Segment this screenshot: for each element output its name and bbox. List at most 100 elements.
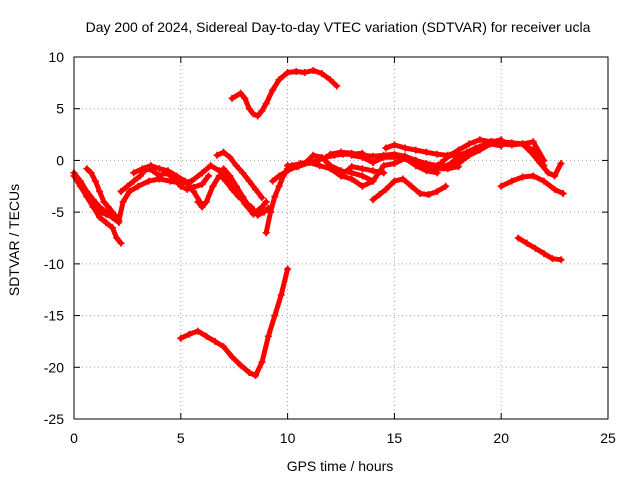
- data-point-marker: [318, 70, 326, 78]
- data-point-marker: [497, 182, 505, 190]
- data-point-marker: [254, 211, 262, 219]
- data-point-marker: [390, 141, 398, 149]
- series-arc-09: [222, 177, 272, 219]
- data-point-marker: [113, 234, 121, 242]
- data-point-marker: [390, 177, 398, 185]
- series-trace: [338, 155, 440, 189]
- data-point-marker: [187, 177, 195, 185]
- data-point-marker: [252, 372, 260, 380]
- data-point-marker: [123, 182, 131, 190]
- data-point-marker: [220, 343, 228, 351]
- data-point-marker: [226, 172, 234, 180]
- data-point-marker: [108, 224, 116, 232]
- data-point-marker: [267, 208, 275, 216]
- y-tick-label: -5: [52, 204, 65, 220]
- data-point-marker: [126, 187, 134, 195]
- data-point-marker: [497, 136, 505, 144]
- data-point-marker: [476, 136, 484, 144]
- data-point-marker: [433, 150, 441, 158]
- data-point-marker: [262, 229, 270, 237]
- data-point-marker: [269, 86, 277, 94]
- x-tick-label: 0: [70, 430, 78, 446]
- data-point-marker: [508, 177, 516, 185]
- data-point-marker: [284, 69, 292, 77]
- series-trace: [178, 266, 291, 379]
- data-point-marker: [309, 151, 317, 159]
- series-arc-18: [369, 175, 450, 204]
- data-point-marker: [540, 156, 548, 164]
- data-point-marker: [326, 150, 334, 158]
- series-trace: [285, 160, 387, 179]
- data-point-marker: [523, 239, 531, 247]
- data-point-marker: [262, 100, 270, 108]
- data-point-marker: [380, 153, 388, 161]
- series-arc-26: [177, 265, 292, 380]
- data-point-marker: [465, 140, 473, 148]
- data-point-marker: [292, 67, 300, 75]
- series-arc-14: [284, 158, 388, 180]
- data-point-marker: [375, 191, 383, 199]
- data-point-marker: [130, 177, 138, 185]
- y-tick-label: 5: [56, 101, 64, 117]
- data-point-marker: [401, 154, 409, 162]
- data-point-marker: [275, 172, 283, 180]
- data-point-marker: [463, 148, 471, 156]
- data-point-marker: [529, 138, 537, 146]
- data-point-marker: [226, 153, 234, 161]
- data-point-marker: [318, 153, 326, 161]
- data-point-marker: [245, 177, 253, 185]
- data-point-marker: [258, 107, 266, 115]
- data-point-marker: [177, 182, 185, 190]
- y-tick-label: -10: [44, 256, 64, 272]
- data-point-marker: [412, 158, 420, 166]
- data-point-marker: [416, 190, 424, 198]
- data-point-marker: [527, 148, 535, 156]
- data-point-marker: [205, 172, 213, 180]
- data-point-marker: [519, 140, 527, 148]
- data-point-marker: [262, 198, 270, 206]
- y-tick-label: -15: [44, 308, 64, 324]
- data-point-marker: [358, 182, 366, 190]
- data-point-marker: [134, 182, 142, 190]
- data-point-marker: [138, 165, 146, 173]
- data-point-marker: [194, 198, 202, 206]
- data-point-marker: [519, 173, 527, 181]
- data-point-marker: [228, 353, 236, 361]
- series-trace: [515, 235, 564, 263]
- data-point-marker: [76, 179, 84, 187]
- data-point-marker: [220, 165, 228, 173]
- data-point-marker: [264, 332, 272, 340]
- data-point-marker: [358, 172, 366, 180]
- data-point-marker: [117, 239, 125, 247]
- data-point-marker: [198, 203, 206, 211]
- y-axis-label: SDTVAR / TECUs: [6, 184, 22, 296]
- data-series: [70, 66, 567, 380]
- data-point-marker: [531, 244, 539, 252]
- data-point-marker: [252, 185, 260, 193]
- data-point-marker: [333, 82, 341, 90]
- data-point-marker: [181, 177, 189, 185]
- data-point-marker: [422, 162, 430, 170]
- data-point-marker: [245, 368, 253, 376]
- data-point-marker: [147, 162, 155, 170]
- data-point-marker: [316, 162, 324, 170]
- data-point-marker: [96, 203, 104, 211]
- data-point-marker: [529, 172, 537, 180]
- data-point-marker: [258, 194, 266, 202]
- data-point-marker: [213, 151, 221, 159]
- series-arc-11: [228, 66, 341, 120]
- y-tick-label: -20: [44, 359, 64, 375]
- data-point-marker: [536, 158, 544, 166]
- data-point-marker: [155, 165, 163, 173]
- data-point-marker: [326, 165, 334, 173]
- series-arc-23: [519, 140, 565, 180]
- data-point-marker: [559, 190, 567, 198]
- data-point-marker: [136, 172, 144, 180]
- axes: 0 5 10 15 20 25 -25 -20 -15 -10 -5 0 5 10: [44, 49, 616, 446]
- data-point-marker: [258, 203, 266, 211]
- x-tick-label: 10: [280, 430, 296, 446]
- data-point-marker: [102, 218, 110, 226]
- series-arc-03: [76, 179, 125, 247]
- data-point-marker: [294, 163, 302, 171]
